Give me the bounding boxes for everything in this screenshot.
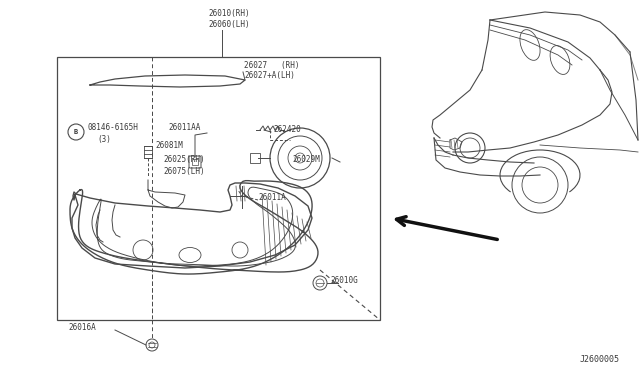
Text: 26029M: 26029M: [292, 155, 320, 164]
Text: 08146-6165H: 08146-6165H: [87, 123, 138, 132]
Text: 26016A: 26016A: [68, 323, 96, 332]
Text: J2600005: J2600005: [580, 356, 620, 365]
Text: 26075(LH): 26075(LH): [163, 167, 205, 176]
Text: 26010G: 26010G: [330, 276, 358, 285]
Text: 26060(LH): 26060(LH): [208, 20, 250, 29]
Text: 26025(RH): 26025(RH): [163, 155, 205, 164]
Text: 26011A: 26011A: [258, 193, 285, 202]
Text: 26010(RH): 26010(RH): [208, 9, 250, 18]
Text: (3): (3): [97, 135, 111, 144]
Bar: [57, 57, 380, 320]
Text: 26027+A(LH): 26027+A(LH): [244, 71, 295, 80]
Text: 26011AA: 26011AA: [168, 123, 200, 132]
Text: 26027   (RH): 26027 (RH): [244, 61, 300, 70]
Text: 262420: 262420: [273, 125, 301, 134]
Text: B: B: [74, 129, 78, 135]
Text: 26081M: 26081M: [155, 141, 183, 150]
Bar: [250, 153, 260, 163]
